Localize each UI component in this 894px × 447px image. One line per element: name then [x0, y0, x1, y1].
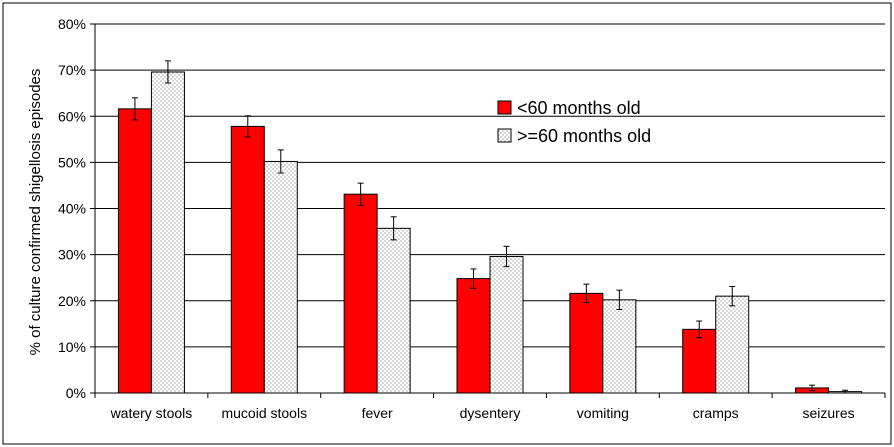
bar-over-60: [150, 71, 185, 394]
x-tick-labels: watery stools mucoid stools fever dysentery…: [110, 405, 855, 421]
bar-over-60: [489, 255, 524, 394]
x-tick-label: vomiting: [577, 405, 629, 421]
bar-over-60: [602, 299, 637, 394]
y-tick-label: 50%: [58, 154, 86, 170]
legend-swatch: [497, 128, 512, 143]
x-tick-label: seizures: [803, 405, 855, 421]
legend-swatch: [497, 100, 512, 115]
bar-under-60: [117, 108, 152, 394]
x-tick-label: fever: [362, 405, 393, 421]
bar-over-60: [263, 160, 298, 394]
error-bars: [131, 60, 849, 394]
legend-label: >=60 months old: [517, 126, 651, 146]
bar-over-60: [376, 227, 411, 394]
y-tick-label: 60%: [58, 108, 86, 124]
x-tick-label: watery stools: [110, 405, 193, 421]
bar-under-60: [569, 292, 604, 394]
legend-label: <60 months old: [517, 98, 641, 118]
y-tick-label: 80%: [58, 16, 86, 32]
bar-under-60: [343, 193, 378, 394]
y-tick-label: 0%: [66, 385, 86, 401]
bar-over-60: [715, 295, 750, 394]
bar-under-60: [456, 278, 491, 394]
y-tick-label: 40%: [58, 201, 86, 217]
gridlines: [95, 23, 885, 348]
y-tick-labels: 0% 10% 20% 30% 40% 50% 60% 70% 80%: [58, 16, 86, 401]
bar-under-60: [682, 328, 717, 394]
y-axis-title: % of culture confirmed shigellosis episo…: [27, 69, 44, 356]
x-tick-label: dysentery: [460, 405, 521, 421]
y-tick-label: 20%: [58, 293, 86, 309]
x-tick-label: mucoid stools: [221, 405, 307, 421]
y-tick-label: 10%: [58, 339, 86, 355]
x-tick-label: cramps: [693, 405, 739, 421]
bar-under-60: [230, 125, 265, 394]
y-tick-label: 70%: [58, 62, 86, 78]
y-tick-label: 30%: [58, 247, 86, 263]
legend: <60 months old >=60 months old: [497, 98, 651, 146]
